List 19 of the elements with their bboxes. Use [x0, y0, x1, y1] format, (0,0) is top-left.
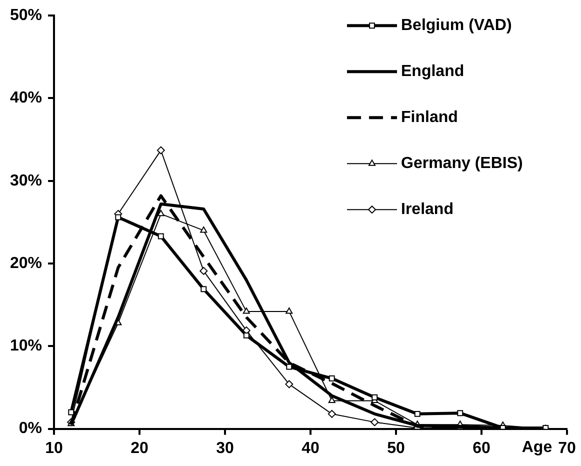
y-tick-label: 0%	[18, 420, 42, 438]
x-tick-label: 30	[216, 440, 234, 457]
x-axis-title: Age	[522, 439, 552, 456]
y-tick-label: 50%	[10, 7, 42, 24]
y-tick-label: 40%	[10, 90, 42, 107]
legend-label: Finland	[401, 109, 458, 126]
x-tick-label: 70	[558, 440, 576, 457]
y-tick-label: 10%	[10, 338, 42, 355]
legend-label: England	[401, 63, 464, 80]
x-tick-label: 40	[302, 440, 320, 457]
x-tick-label: 50	[387, 440, 406, 457]
legend-label: Belgium (VAD)	[401, 17, 512, 34]
x-tick-label: 10	[45, 440, 64, 457]
legend-label: Ireland	[401, 201, 454, 218]
y-tick-label: 20%	[10, 254, 42, 272]
x-tick-label: 20	[130, 440, 149, 457]
x-tick-label: 60	[472, 440, 491, 457]
y-tick-label: 30%	[10, 172, 42, 190]
legend-label: Germany (EBIS)	[401, 155, 523, 172]
